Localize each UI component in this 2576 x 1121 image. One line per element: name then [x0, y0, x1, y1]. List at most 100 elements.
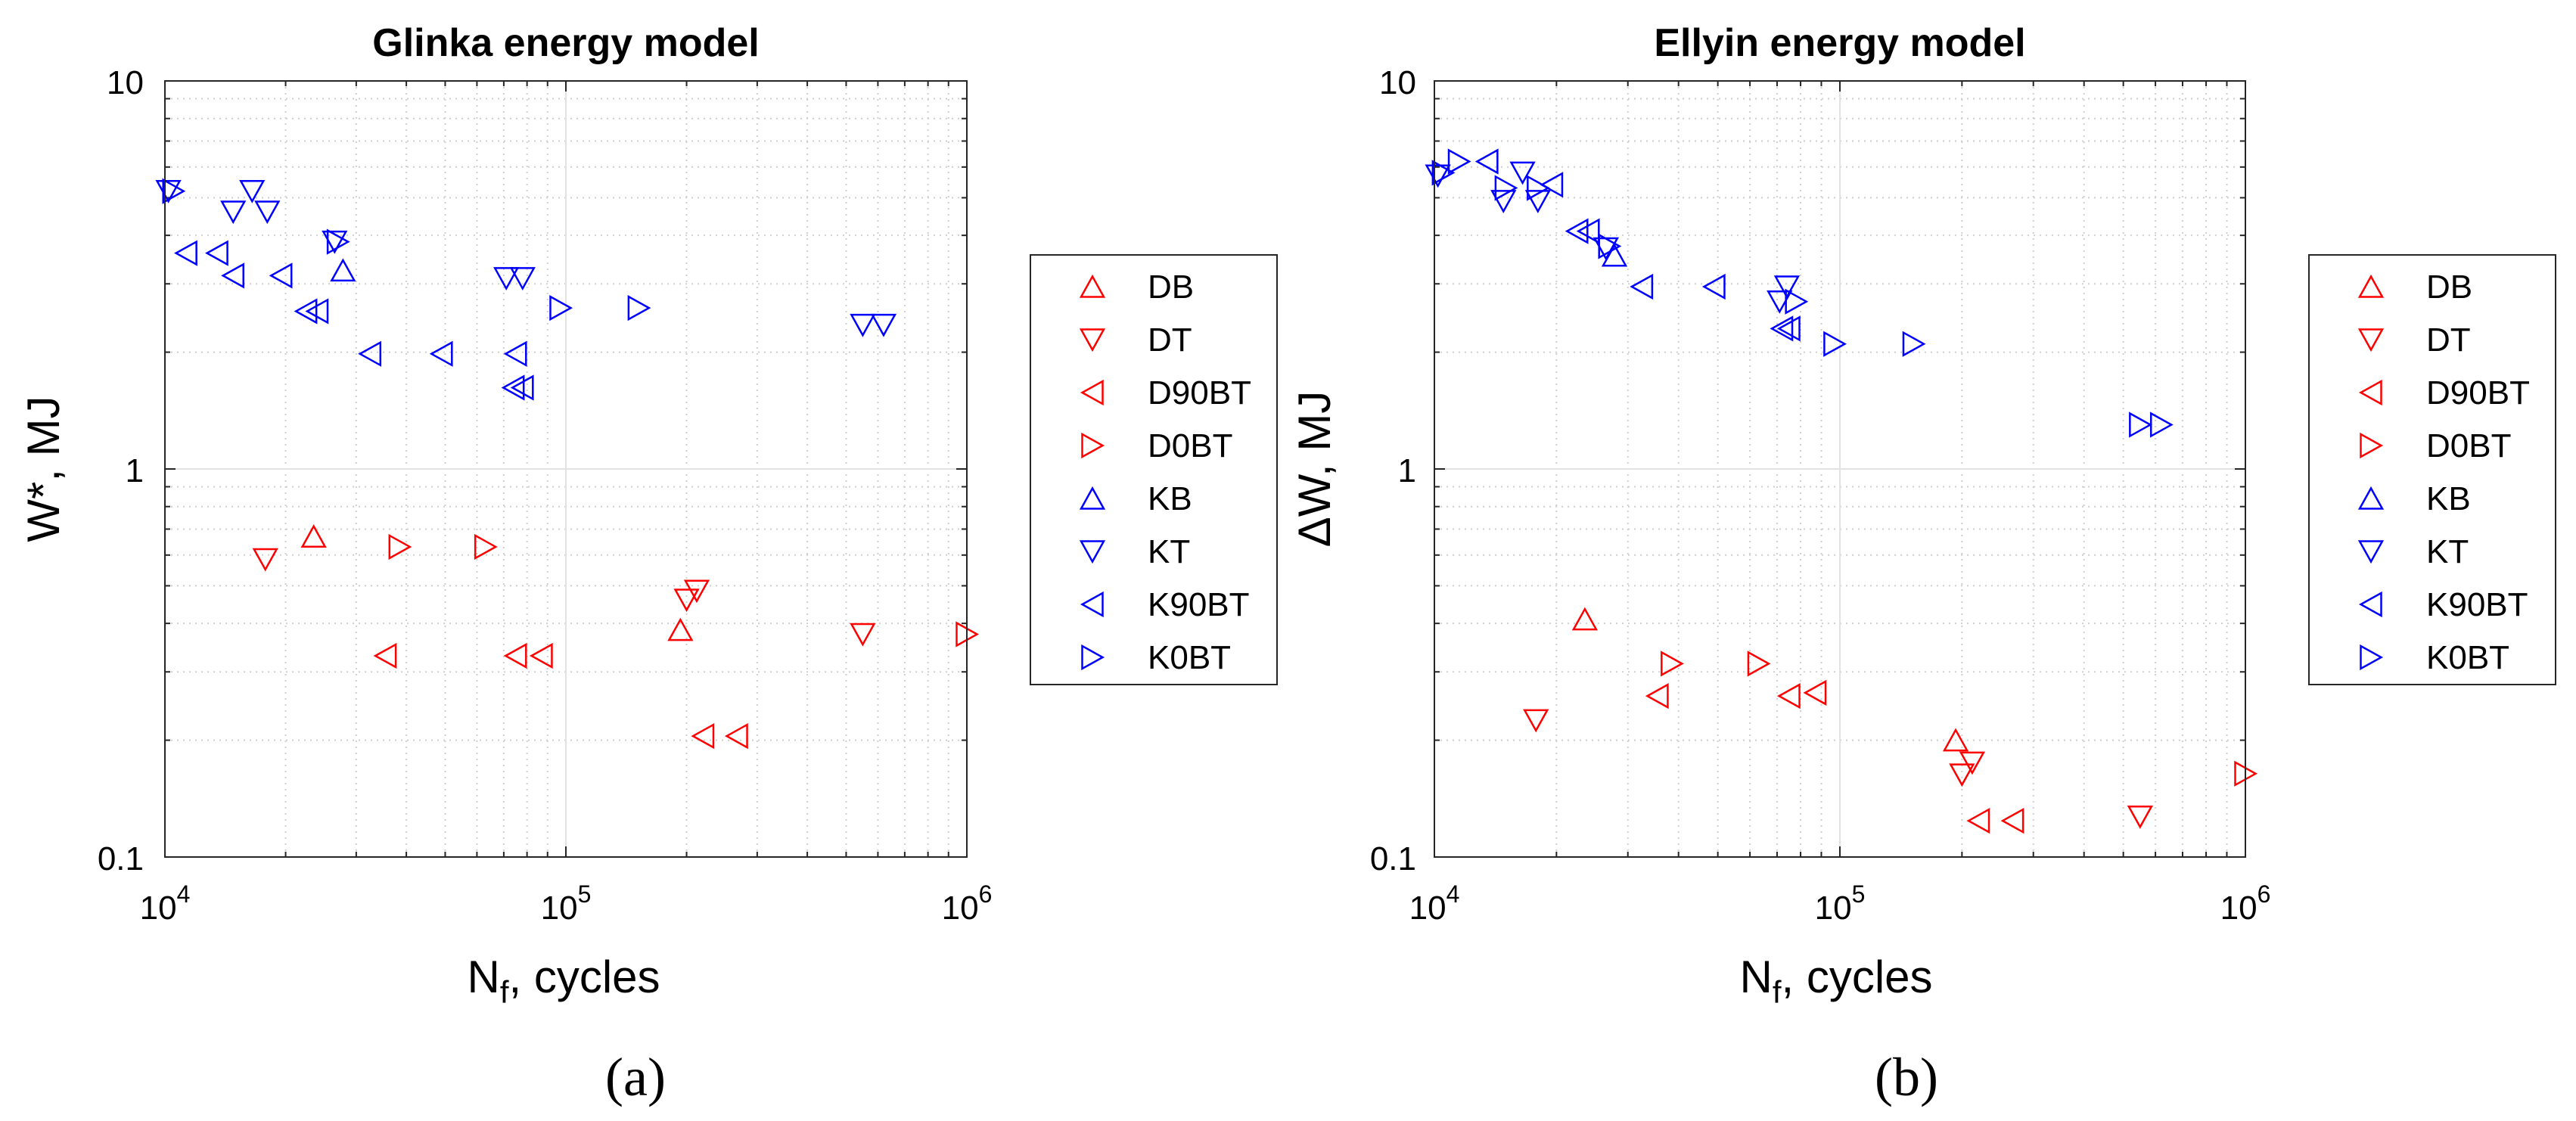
x-axis-label-b: Nf, cycles: [1739, 952, 1932, 1010]
data-point-k90bt: [503, 340, 527, 367]
axes-box-a: [164, 80, 968, 858]
data-point-d0bt: [1747, 651, 1771, 677]
legend-label: K0BT: [2426, 639, 2509, 676]
data-point-k0bt: [1902, 331, 1926, 357]
data-point-dt: [673, 588, 700, 613]
legend-label: D90BT: [1148, 374, 1251, 411]
data-point-kt: [239, 179, 266, 203]
data-point-k90bt: [205, 240, 228, 266]
x-tick-label: 104: [1409, 880, 1460, 927]
legend-label: DT: [1148, 321, 1192, 359]
legend-marker: [1080, 591, 1104, 618]
data-point-k90bt: [1540, 172, 1564, 198]
legend-item-k0bt: K0BT: [1081, 639, 1231, 676]
grid-b: [1434, 80, 2246, 858]
data-point-k90bt: [1776, 315, 1801, 342]
grid-a: [164, 80, 968, 858]
legend-label: K90BT: [2426, 586, 2528, 623]
data-points-b: [1425, 148, 2258, 834]
data-point-k90bt: [1770, 315, 1794, 342]
axes-box-b: [1434, 80, 2246, 858]
y-tick-label: 1: [126, 452, 144, 489]
data-point-kt: [322, 230, 348, 254]
legend-marker: [2357, 486, 2385, 510]
legend-item-kb: KB: [1079, 480, 1192, 517]
legend-label: KB: [1148, 480, 1192, 517]
legend-marker: [2360, 432, 2384, 459]
legend-b: DB DT D90BT D0BT KB KT K90BT K0BT: [2308, 254, 2556, 685]
data-point-d90bt: [529, 642, 553, 669]
data-point-k90bt: [1474, 148, 1499, 175]
data-point-kt: [1490, 190, 1517, 214]
data-point-k0bt: [1431, 160, 1456, 186]
data-point-d90bt: [503, 642, 527, 669]
legend-marker: [2357, 274, 2385, 298]
legend-marker: [1081, 644, 1105, 671]
data-point-d90bt: [1645, 682, 1669, 710]
data-point-k90bt: [358, 340, 382, 367]
x-tick-label: 106: [942, 880, 993, 927]
legend-label: KT: [2426, 533, 2469, 570]
legend-marker: [1079, 540, 1106, 564]
data-point-k90bt: [510, 374, 534, 401]
y-tick-labels-b: 0.1 1 10: [1370, 64, 1416, 877]
data-point-k0bt: [1598, 233, 1622, 259]
data-point-kt: [509, 267, 536, 291]
data-point-k90bt: [305, 298, 329, 324]
panel-label-b: (b): [1875, 1047, 1938, 1107]
legend-item-d90bt: D90BT: [1080, 374, 1251, 411]
data-point-d0bt: [474, 533, 498, 560]
data-point-k90bt: [1630, 273, 1654, 300]
data-point-kt: [870, 313, 897, 337]
legend-marker: [1081, 432, 1105, 459]
x-axis-label-a: Nf, cycles: [467, 952, 660, 1010]
panel-label-a: (a): [605, 1047, 666, 1107]
data-point-kt: [493, 267, 520, 291]
legend-item-k0bt: K0BT: [2360, 639, 2509, 676]
data-point-d0bt: [1661, 651, 1684, 677]
y-tick-label: 1: [1398, 452, 1416, 489]
y-axis-label-a: W*, MJ: [18, 396, 69, 542]
data-point-dt: [1959, 751, 1986, 775]
data-points-a: [155, 178, 980, 750]
data-point-k90bt: [1565, 218, 1589, 244]
data-point-k0bt: [1494, 175, 1518, 201]
data-point-k90bt: [1576, 218, 1600, 244]
legend-item-k90bt: K90BT: [1080, 586, 1250, 623]
legend-item-db: DB: [1079, 269, 1194, 306]
legend-item-d0bt: D0BT: [1081, 427, 1232, 464]
chart-title-b: Ellyin energy model: [1654, 21, 2025, 65]
legend-item-dt: DT: [2357, 321, 2471, 359]
data-point-k90bt: [294, 298, 318, 324]
legend-marker: [2357, 540, 2385, 564]
data-point-kb: [330, 258, 356, 282]
legend-marker: [2357, 328, 2385, 352]
y-tick-label: 0.1: [98, 840, 144, 877]
data-point-kt: [1509, 161, 1536, 185]
legend-marker: [1079, 328, 1106, 352]
legend-item-k90bt: K90BT: [2358, 586, 2528, 623]
data-point-d90bt: [373, 642, 397, 669]
legend-item-kb: KB: [2357, 480, 2471, 517]
legend-item-kt: KT: [1079, 533, 1190, 570]
legend-label: D90BT: [2426, 374, 2530, 411]
data-point-k0bt: [162, 178, 186, 204]
data-point-k0bt: [1785, 288, 1809, 315]
data-point-k0bt: [1447, 148, 1471, 175]
legend-marker: [2360, 644, 2384, 671]
data-point-k0bt: [2129, 411, 2152, 438]
x-tick-label: 104: [140, 880, 191, 927]
legend-label: DB: [2426, 269, 2472, 306]
legend-label: DT: [2426, 321, 2471, 359]
data-point-d0bt: [388, 533, 412, 560]
data-point-dt: [683, 579, 710, 604]
data-point-db: [667, 617, 694, 641]
data-point-d90bt: [691, 722, 715, 750]
legend-marker: [1079, 486, 1106, 510]
x-tick-labels-b: 104 105 106: [1409, 880, 2271, 927]
data-point-dt: [1523, 709, 1549, 733]
data-point-k0bt: [2149, 411, 2174, 438]
legend-box-b: [2308, 254, 2556, 685]
legend-item-db: DB: [2357, 269, 2472, 306]
x-tick-label: 105: [541, 880, 592, 927]
